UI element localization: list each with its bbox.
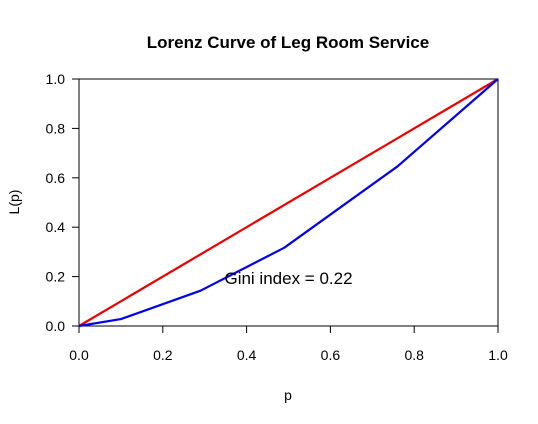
y-tick-label-3: 0.6 bbox=[46, 170, 66, 186]
x-tick-label-3: 0.6 bbox=[321, 347, 341, 363]
x-axis: 0.0 0.2 0.4 0.6 0.8 1.0 bbox=[69, 326, 508, 363]
x-tick-label-0: 0.0 bbox=[69, 347, 89, 363]
series-layer bbox=[78, 78, 499, 328]
x-axis-label: p bbox=[284, 387, 292, 403]
plot-frame bbox=[78, 78, 499, 327]
y-tick-label-4: 0.8 bbox=[46, 120, 66, 136]
y-tick-label-1: 0.2 bbox=[46, 269, 66, 285]
x-tick-label-2: 0.4 bbox=[237, 347, 257, 363]
equality-line bbox=[78, 78, 499, 327]
y-tick-label-0: 0.0 bbox=[46, 318, 66, 334]
x-tick-label-5: 1.0 bbox=[488, 347, 508, 363]
y-tick-label-5: 1.0 bbox=[46, 71, 66, 87]
y-tick-label-2: 0.4 bbox=[46, 219, 66, 235]
y-axis-label: L(p) bbox=[6, 190, 22, 215]
gini-annotation: Gini index = 0.22 bbox=[224, 269, 352, 288]
x-tick-label-4: 0.8 bbox=[404, 347, 424, 363]
y-axis: 0.0 0.2 0.4 0.6 0.8 1.0 bbox=[46, 71, 79, 334]
chart-title: Lorenz Curve of Leg Room Service bbox=[147, 33, 429, 52]
x-tick-label-1: 0.2 bbox=[153, 347, 173, 363]
lorenz-curve bbox=[78, 78, 499, 328]
